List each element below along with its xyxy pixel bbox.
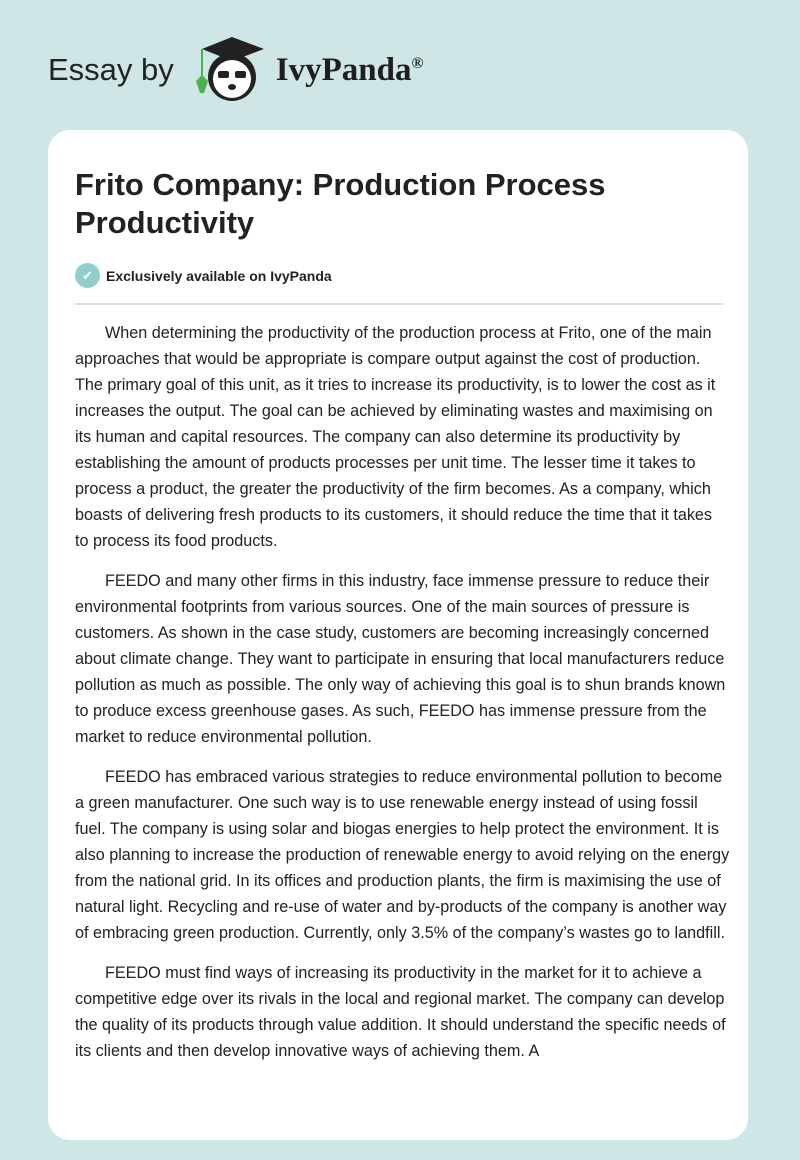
paragraph: FEEDO must find ways of increasing its p… — [75, 964, 726, 1060]
essay-by-label: Essay by — [48, 52, 174, 87]
badge-label: Exclusively available on IvyPanda — [106, 267, 332, 284]
paragraph: When determining the productivity of the… — [75, 324, 716, 550]
panda-logo-icon[interactable] — [192, 35, 268, 105]
exclusive-badge: ✔ Exclusively available on IvyPanda — [75, 263, 332, 288]
essay-body: When determining the productivity of the… — [75, 320, 730, 1078]
check-icon: ✔ — [75, 263, 100, 288]
divider — [75, 303, 723, 305]
brand-name[interactable]: IvyPanda® — [276, 52, 424, 89]
page-title: Frito Company: Production Process Produc… — [75, 167, 606, 240]
essay-card: Frito Company: Production Process Produc… — [48, 130, 748, 1140]
registered-mark: ® — [411, 54, 424, 72]
paragraph: FEEDO has embraced various strategies to… — [75, 768, 730, 942]
site-header: Essay by IvyPanda® — [48, 30, 423, 110]
paragraph: FEEDO and many other firms in this indus… — [75, 572, 726, 746]
brand-text: IvyPanda — [275, 51, 412, 88]
